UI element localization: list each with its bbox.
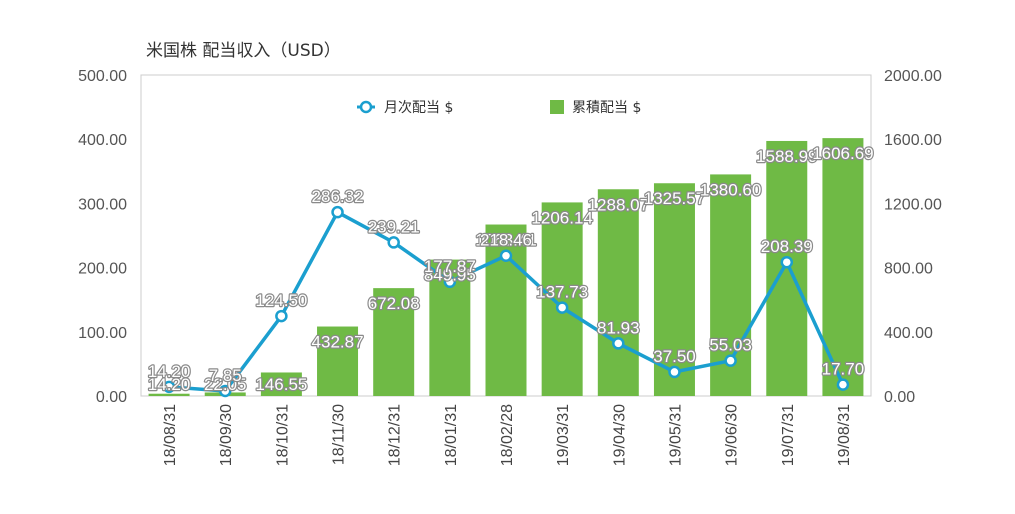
bar-value-label: 1380.60 <box>700 180 761 199</box>
line-value-label: 218.46 <box>480 231 532 250</box>
legend-item-cumulative: 累積配当 $ <box>550 100 641 116</box>
bar-value-label: 1606.69 <box>812 144 873 163</box>
line-value-label: 14.20 <box>148 362 191 381</box>
bar-value-label: 14.20 <box>148 375 191 394</box>
monthly-line <box>162 205 850 398</box>
line-value-label: 124.50 <box>255 291 307 310</box>
line-point <box>724 354 737 367</box>
x-tick-label: 19/03/31 <box>555 404 572 466</box>
x-tick-label: 19/08/31 <box>836 404 853 466</box>
x-tick-label: 19/04/30 <box>611 404 628 466</box>
bar <box>597 189 639 396</box>
line-value-label: 239.21 <box>368 217 420 236</box>
legend-marker-icon <box>359 100 373 114</box>
chart-title: 米国株 配当収入（USD） <box>146 41 341 61</box>
left-tick-label: 100.00 <box>78 325 127 342</box>
bar-value-label: 146.55 <box>255 375 307 394</box>
right-tick-label: 1200.00 <box>884 196 942 213</box>
line-point <box>499 249 513 262</box>
bar <box>653 183 695 396</box>
left-y-axis: 0.00 100.00 200.00 300.00 400.00 500.00 <box>78 68 127 406</box>
right-tick-label: 400.00 <box>884 325 933 342</box>
legend: 月次配当 $ 累積配当 $ <box>357 100 641 116</box>
bar-value-label: 1068.41 <box>475 231 536 250</box>
left-tick-label: 200.00 <box>78 261 127 278</box>
line-point <box>780 255 794 269</box>
bar <box>373 288 415 396</box>
bar-value-label: 1325.57 <box>644 189 705 208</box>
legend-item-monthly: 月次配当 $ <box>357 100 453 116</box>
bar <box>766 140 808 396</box>
cumulative-bars <box>148 138 864 396</box>
bar-value-label: 1588.99 <box>756 147 817 166</box>
legend-label-cumulative: 累積配当 $ <box>572 100 641 116</box>
line-value-label: 55.03 <box>709 336 752 355</box>
bar-value-label: 22.05 <box>204 375 247 394</box>
line-point <box>668 365 681 379</box>
bar-value-label: 1288.07 <box>588 195 649 214</box>
line-data-labels: 14.20 7.85124.50286.32239.21177.87218.461… <box>147 186 866 386</box>
line-point <box>218 384 232 398</box>
line-point <box>331 205 344 219</box>
line-value-label: 286.32 <box>312 187 364 206</box>
line-value-label: 7.85 <box>209 366 242 385</box>
x-tick-label: 19/05/31 <box>667 404 684 466</box>
right-y-axis: 0.00 400.00 800.00 1200.00 1600.00 2000.00 <box>884 68 942 406</box>
x-axis: 18/08/31 18/09/30 18/10/31 18/11/30 18/12/31… <box>162 404 853 466</box>
bar-value-label: 672.08 <box>368 294 420 313</box>
left-tick-label: 500.00 <box>78 68 127 85</box>
bar-value-label: 849.95 <box>424 266 476 285</box>
bar-value-label: 1206.14 <box>531 208 592 227</box>
line-value-label: 81.93 <box>597 318 640 337</box>
line-point <box>162 380 176 394</box>
x-tick-label: 18/09/30 <box>218 404 235 466</box>
left-tick-label: 300.00 <box>78 196 127 213</box>
bar-value-label: 432.87 <box>312 333 364 352</box>
x-tick-label: 18/08/31 <box>162 404 179 466</box>
right-tick-label: 800.00 <box>884 261 933 278</box>
line-value-label: 177.87 <box>424 257 476 276</box>
line-value-label: 208.39 <box>761 237 813 256</box>
x-tick-label: 18/12/31 <box>387 404 404 466</box>
x-tick-label: 18/11/30 <box>331 404 348 465</box>
x-tick-label: 18/10/31 <box>274 404 291 466</box>
x-tick-label: 18/02/28 <box>499 404 516 466</box>
line-point <box>555 301 569 314</box>
legend-label-monthly: 月次配当 $ <box>384 100 453 116</box>
right-tick-label: 1600.00 <box>884 132 942 149</box>
line-value-label: 137.73 <box>536 283 588 302</box>
x-tick-label: 19/06/30 <box>724 404 741 466</box>
line-point <box>387 236 400 249</box>
line-point <box>612 337 625 350</box>
bar <box>148 393 190 396</box>
x-tick-label: 18/01/31 <box>443 404 460 466</box>
right-tick-label: 2000.00 <box>884 68 942 85</box>
line-point <box>275 309 288 323</box>
bar <box>260 372 302 396</box>
right-tick-label: 0.00 <box>884 389 915 406</box>
line-point <box>443 275 457 289</box>
left-tick-label: 400.00 <box>78 132 127 149</box>
bar <box>541 202 583 396</box>
x-tick-label: 19/07/31 <box>780 404 797 466</box>
left-tick-label: 0.00 <box>96 389 127 406</box>
line-point <box>836 378 850 391</box>
bar <box>317 326 359 396</box>
legend-bar-swatch <box>550 100 564 114</box>
line-value-label: 17.70 <box>822 360 865 379</box>
line-value-label: 37.50 <box>653 347 696 366</box>
